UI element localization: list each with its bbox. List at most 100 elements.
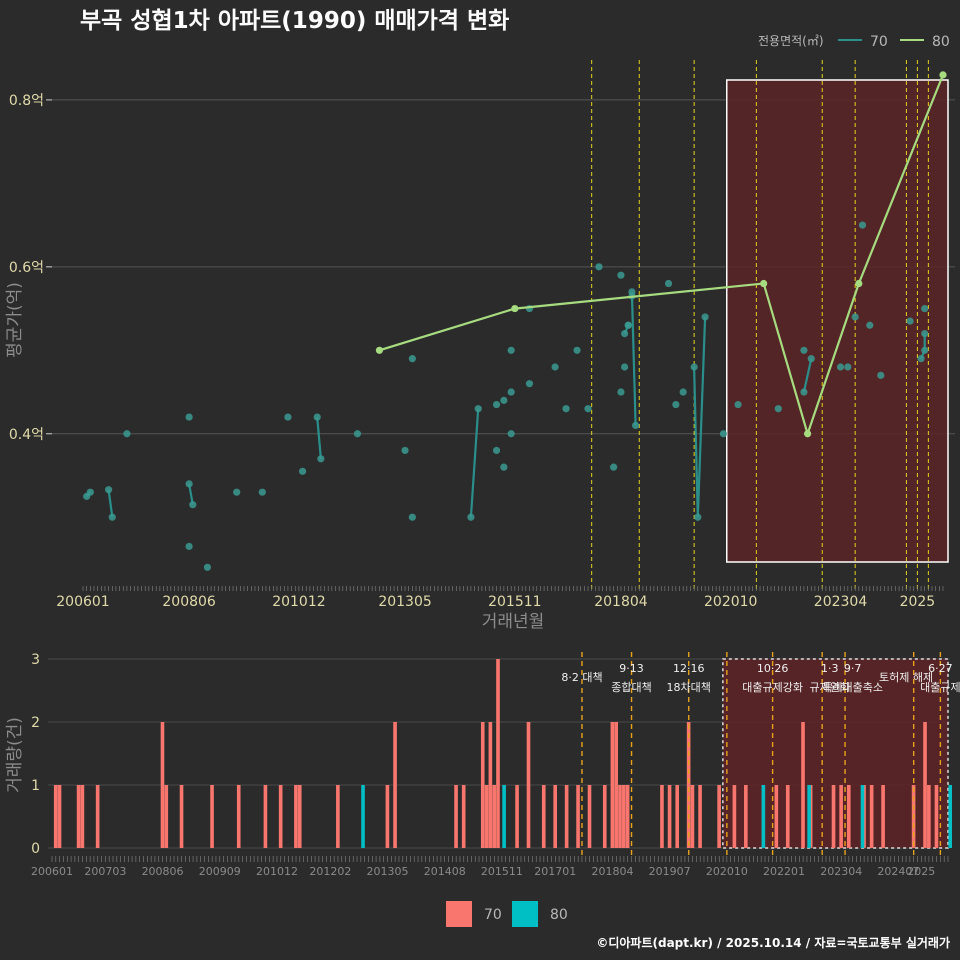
bar-y-tick-label: 3 <box>31 652 40 668</box>
series-70-point <box>203 563 212 571</box>
series-70-point <box>525 380 534 388</box>
bar-70 <box>927 785 931 848</box>
bar-70 <box>881 785 885 848</box>
bar-70 <box>732 785 737 848</box>
series-70-point <box>353 430 362 438</box>
policy-annotation-date: 10·26 <box>757 662 789 675</box>
policy-annotation-label: 대출규제 <box>920 681 960 694</box>
policy-annotation-date: 9·7 <box>844 662 862 675</box>
bar-70 <box>610 722 615 848</box>
bar-70 <box>526 722 531 848</box>
series-70-point <box>507 388 515 396</box>
x-tick-label: 2025 <box>900 594 936 610</box>
series-70-point <box>734 400 742 409</box>
bar-70 <box>744 785 748 848</box>
series-70-point <box>408 513 416 521</box>
series-70-point <box>664 279 673 288</box>
bar-70 <box>934 785 939 848</box>
y-tick-label: 0.6억 <box>9 260 44 276</box>
bar-80 <box>361 785 365 848</box>
bar-70 <box>686 722 691 848</box>
x-tick-label: 201511 <box>488 594 541 610</box>
series-70-point <box>679 388 687 396</box>
bar-70 <box>294 785 298 848</box>
bar-x-tick-label: 201701 <box>534 865 576 878</box>
series-70-point <box>408 355 416 363</box>
series-70-point <box>492 446 501 455</box>
bar-x-tick-label: 2025 <box>907 865 935 878</box>
series-70-point <box>807 355 815 363</box>
bar-70 <box>164 785 169 848</box>
bar-x-tick-label: 201012 <box>256 865 298 878</box>
series-80-line <box>379 74 945 438</box>
x-tick-label: 200806 <box>162 594 216 610</box>
bar-80 <box>948 785 953 848</box>
series-80-point <box>855 279 863 288</box>
series-70-point <box>621 363 629 371</box>
bar-70 <box>846 785 851 848</box>
bar-70 <box>492 785 496 848</box>
legend-label-70: 70 <box>870 34 888 50</box>
series-70-point <box>858 221 867 229</box>
top-legend: 전용면적(㎡) 70 80 <box>758 34 950 50</box>
bar-highlight-region <box>722 658 949 849</box>
bar-70 <box>76 785 81 848</box>
series-70-point <box>500 463 508 471</box>
series-70-point <box>492 400 501 409</box>
bar-70 <box>454 785 458 848</box>
series-70-point <box>258 488 266 496</box>
series-70-point <box>233 488 241 496</box>
series-70-point <box>507 430 515 438</box>
bar-70 <box>801 722 805 848</box>
bar-70 <box>831 785 836 848</box>
series-70-point <box>877 371 885 379</box>
bar-x-tick-label: 201511 <box>481 865 523 878</box>
series-70-point <box>701 313 709 321</box>
series-70-point <box>562 405 570 413</box>
policy-annotation-date: 6·27 <box>928 662 953 675</box>
bar-70 <box>602 785 607 848</box>
bar-80 <box>807 785 811 848</box>
series-70-point <box>401 446 409 455</box>
bar-70 <box>461 785 466 848</box>
bar-70 <box>80 785 85 848</box>
series-70-point <box>105 486 113 494</box>
bar-70 <box>336 785 340 848</box>
x-tick-label: 200601 <box>56 594 109 610</box>
series-70-point <box>921 330 929 338</box>
policy-annotation-date: 1·3 <box>821 662 839 675</box>
bottom-legend: 70 80 <box>446 901 568 927</box>
bar-x-tick-label: 201408 <box>424 865 466 878</box>
series-70-point <box>844 363 852 371</box>
policy-annotation-label: 8·2 대책 <box>561 671 602 684</box>
bar-70 <box>385 785 390 848</box>
bar-70 <box>660 785 664 848</box>
bar-70 <box>236 785 241 848</box>
bar-x-tick-label: 201202 <box>309 865 351 878</box>
policy-annotation-label: 규제완화 <box>810 681 850 694</box>
bar-y-tick-label: 0 <box>31 841 40 857</box>
bar-y-tick-label: 2 <box>31 715 40 731</box>
x-tick-label: 202304 <box>814 594 868 610</box>
bar-70 <box>95 785 100 848</box>
series-70-line <box>316 417 322 459</box>
series-70-point <box>621 330 629 338</box>
series-70-point <box>672 400 680 409</box>
bar-80 <box>761 785 766 848</box>
bar-x-tick-label: 201804 <box>591 865 633 878</box>
series-70-point <box>284 413 292 421</box>
bar-legend-key-70 <box>446 901 472 927</box>
bar-70 <box>785 785 790 848</box>
bar-x-tick-label: 202304 <box>820 865 862 878</box>
bar-x-tick-label: 202010 <box>706 865 748 878</box>
bar-70 <box>717 785 721 848</box>
series-70-point <box>507 346 515 354</box>
series-80-point <box>803 430 812 438</box>
bar-70 <box>488 722 493 848</box>
series-70-point <box>123 430 131 438</box>
bar-70 <box>667 785 672 848</box>
series-70-point <box>474 405 482 413</box>
bar-70 <box>622 785 626 848</box>
bar-70 <box>553 785 558 848</box>
price-plot: 0.4억 0.6억 0.8억 200601 200806 201012 201305 2015… <box>9 60 955 610</box>
